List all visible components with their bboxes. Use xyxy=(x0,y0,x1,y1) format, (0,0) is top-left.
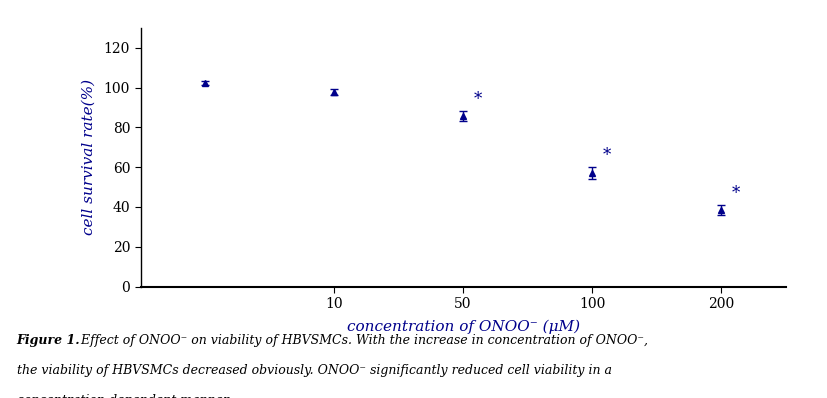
Text: *: * xyxy=(731,185,740,202)
Y-axis label: cell survival rate(%): cell survival rate(%) xyxy=(82,79,95,235)
Text: the viability of HBVSMCs decreased obviously. ONOO⁻ significantly reduced cell v: the viability of HBVSMCs decreased obvio… xyxy=(17,364,611,377)
X-axis label: concentration of ONOO⁻ (μM): concentration of ONOO⁻ (μM) xyxy=(347,319,580,334)
Text: concentration-dependent manner: concentration-dependent manner xyxy=(17,394,228,398)
Text: *: * xyxy=(473,92,482,108)
Text: Figure 1.: Figure 1. xyxy=(17,334,80,347)
Text: *: * xyxy=(602,147,611,164)
Text: Effect of ONOO⁻ on viability of HBVSMCs. With the increase in concentration of O: Effect of ONOO⁻ on viability of HBVSMCs.… xyxy=(77,334,648,347)
